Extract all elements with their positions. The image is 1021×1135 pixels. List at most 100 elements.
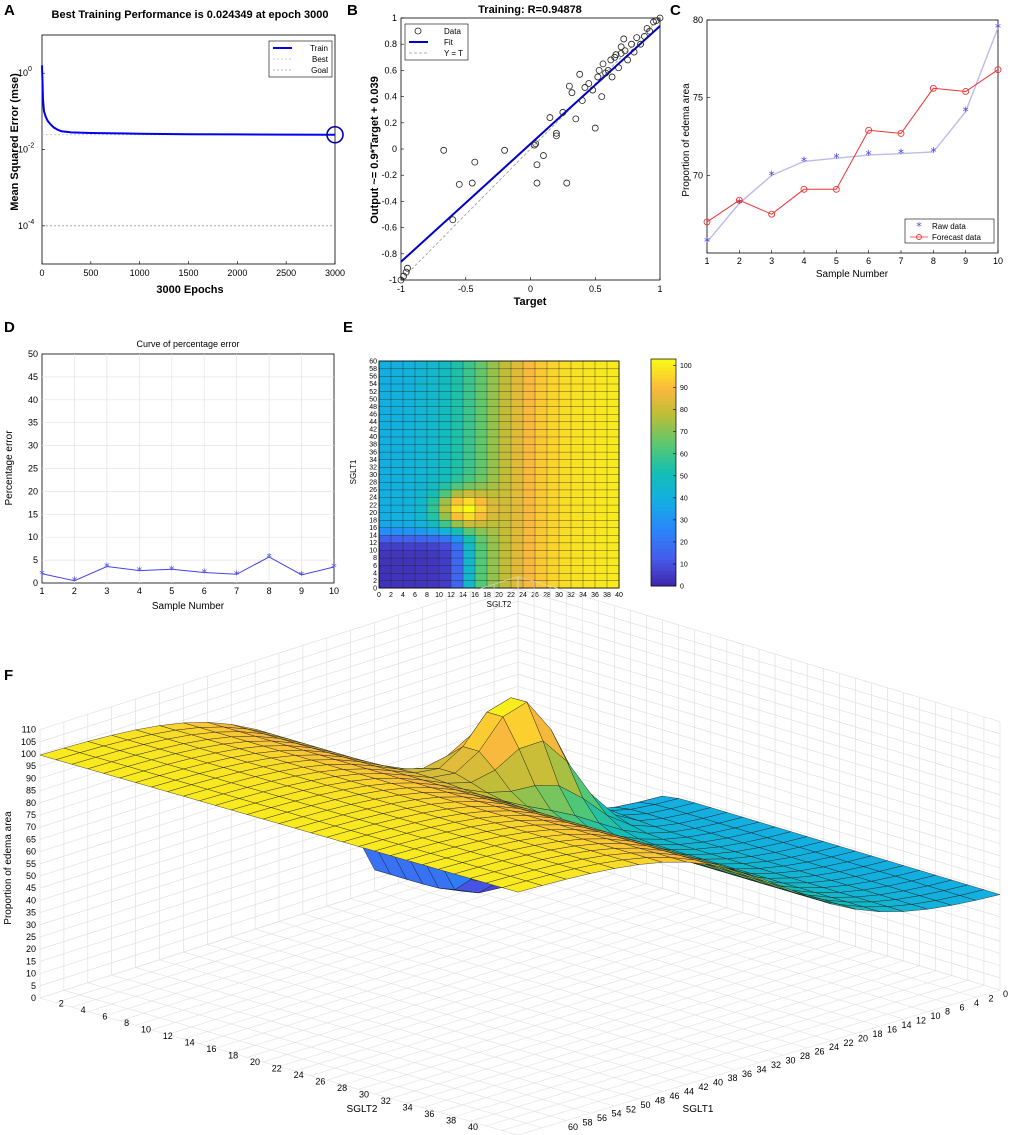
panel-e-colorbar-segment bbox=[651, 457, 676, 462]
panel-f-ytick-label: 4 bbox=[974, 998, 979, 1008]
panel-e-heatmap-cell bbox=[534, 580, 548, 589]
panel-d-ytick-label: 30 bbox=[28, 441, 38, 451]
panel-e-heatmap-cell bbox=[462, 466, 476, 475]
panel-f-floor-grid bbox=[278, 917, 760, 1067]
panel-f-ytick-label: 8 bbox=[945, 1007, 950, 1017]
panel-b-data-point bbox=[402, 268, 410, 276]
panel-e-heatmap-cell bbox=[402, 580, 416, 589]
panel-f-floor-grid bbox=[310, 926, 792, 1076]
panel-e-heatmap-cell bbox=[510, 580, 524, 589]
panel-e-heatmap-cell bbox=[450, 459, 464, 468]
panel-e-heatmap-cell bbox=[582, 549, 596, 559]
panel-e-heatmap-cell bbox=[474, 557, 488, 566]
panel-e-heatmap-cell bbox=[462, 413, 476, 423]
panel-e-heatmap-cell bbox=[486, 398, 500, 407]
panel-f-xtick-label: 24 bbox=[294, 1070, 304, 1080]
panel-e-colorbar-segment bbox=[651, 446, 676, 451]
panel-e-heatmap-cell bbox=[498, 436, 512, 445]
panel-e-heatmap-cell bbox=[426, 459, 440, 468]
panel-c-xlabel: Sample Number bbox=[816, 269, 889, 280]
panel-f-ytick-label: 42 bbox=[699, 1082, 709, 1092]
panel-e-heatmap-cell bbox=[378, 360, 392, 370]
panel-b-data-point bbox=[540, 152, 547, 159]
panel-e-axes-box bbox=[378, 360, 620, 589]
panel-e-heatmap-cell bbox=[534, 512, 548, 521]
panel-e-heatmap-cell bbox=[390, 466, 404, 475]
panel-e-heatmap-cell bbox=[462, 375, 476, 385]
panel-e-heatmap-cell bbox=[546, 504, 560, 513]
panel-b-legend-label: Data bbox=[444, 27, 461, 36]
panel-f-ztick-label: 15 bbox=[26, 956, 36, 966]
panel-e-colorbar-segment bbox=[651, 536, 676, 541]
panel-f-ytick-label: 16 bbox=[887, 1024, 897, 1034]
panel-d-ytick-label: 25 bbox=[28, 464, 38, 474]
panel-e-xtick-label: 0 bbox=[377, 592, 381, 599]
panel-e-heatmap-cell bbox=[558, 360, 572, 370]
panel-e-heatmap-cell bbox=[594, 413, 608, 423]
panel-e-xtick-label: 32 bbox=[567, 592, 575, 599]
panel-f-ztick-label: 75 bbox=[26, 810, 36, 820]
panel-f-ztick-label: 65 bbox=[26, 834, 36, 844]
panel-f-xtick-label: 8 bbox=[124, 1018, 129, 1028]
panel-a-best-marker bbox=[326, 125, 344, 144]
panel-f-ztick-label: 25 bbox=[26, 932, 36, 942]
panel-e-heatmap-cell bbox=[570, 519, 584, 528]
panel-e-heatmap-cell bbox=[390, 481, 404, 491]
panel-f-xtick-label: 36 bbox=[424, 1109, 434, 1119]
panel-e-colorbar-segment bbox=[651, 574, 676, 579]
panel-b-ytick-label: 0.8 bbox=[384, 39, 397, 49]
panel-a-xtick-label: 2000 bbox=[227, 268, 247, 278]
panel-a-xtick-label: 3000 bbox=[325, 268, 345, 278]
panel-e-heatmap-cell bbox=[594, 368, 608, 377]
panel-e-heatmap-cell bbox=[378, 489, 392, 498]
panel-e-colorbar-segment bbox=[651, 400, 676, 405]
panel-e-heatmap-cell bbox=[522, 444, 536, 453]
panel-e-heatmap-cell bbox=[462, 451, 476, 460]
panel-c-xtick-label: 10 bbox=[993, 256, 1003, 266]
panel-e-heatmap-cell bbox=[546, 474, 560, 483]
panel-e-heatmap-cell bbox=[534, 565, 548, 574]
panel-e-heatmap-cell bbox=[462, 474, 476, 483]
panel-f-ytick-label: 18 bbox=[873, 1029, 883, 1039]
panel-e-heatmap-cell bbox=[570, 459, 584, 468]
panel-e-heatmap-cell bbox=[522, 436, 536, 445]
panel-label-a: A bbox=[4, 2, 15, 19]
panel-e-colorbar-segment bbox=[651, 510, 676, 515]
panel-e-heatmap-cell bbox=[582, 466, 596, 475]
panel-f-ztick-label: 40 bbox=[26, 895, 36, 905]
panel-e-heatmap-cell bbox=[390, 497, 404, 506]
panel-e-heatmap-cell bbox=[558, 459, 572, 468]
panel-b-xtick-label: -0.5 bbox=[458, 284, 474, 294]
panel-e-heatmap-cell bbox=[522, 459, 536, 468]
panel-e-heatmap-cell bbox=[510, 565, 524, 574]
panel-e-heatmap-cell bbox=[534, 398, 548, 407]
panel-c-xtick-label: 3 bbox=[769, 256, 774, 266]
panel-e-heatmap-cell bbox=[414, 451, 428, 460]
panel-e-heatmap-cell bbox=[426, 580, 440, 589]
panel-b-ytick-label: 0.6 bbox=[384, 65, 397, 75]
panel-f-ztick-label: 0 bbox=[31, 993, 36, 1003]
panel-b-data-point bbox=[595, 67, 603, 74]
panel-e-heatmap-cell bbox=[438, 481, 452, 491]
panel-e-heatmap-cell bbox=[498, 542, 512, 551]
panel-e-heatmap-cell bbox=[594, 474, 608, 483]
panel-b-data-point bbox=[559, 108, 567, 116]
panel-e-heatmap-cell bbox=[582, 428, 596, 438]
panel-e-heatmap-cell bbox=[546, 565, 560, 574]
panel-e-heatmap-cell bbox=[558, 557, 572, 566]
panel-e-heatmap-cell bbox=[462, 421, 476, 430]
panel-e-heatmap-cell bbox=[438, 489, 452, 498]
panel-e-heatmap-cell bbox=[450, 398, 464, 407]
panel-e-heatmap-cell bbox=[546, 519, 560, 528]
panel-b-data-point bbox=[553, 129, 560, 137]
panel-e-heatmap-cell bbox=[450, 504, 464, 513]
panel-e-heatmap-cell bbox=[402, 549, 416, 559]
panel-f-ztick-label: 30 bbox=[26, 920, 36, 930]
panel-e-ytick-label: 8 bbox=[373, 555, 377, 562]
panel-e-heatmap-cell bbox=[606, 565, 620, 574]
panel-e-heatmap-cell bbox=[582, 489, 596, 498]
panel-e-colorbar-segment bbox=[651, 419, 676, 424]
panel-f-ztick-label: 35 bbox=[26, 908, 36, 918]
panel-e-heatmap-cell bbox=[414, 413, 428, 423]
panel-e-ytick-label: 52 bbox=[369, 389, 377, 396]
